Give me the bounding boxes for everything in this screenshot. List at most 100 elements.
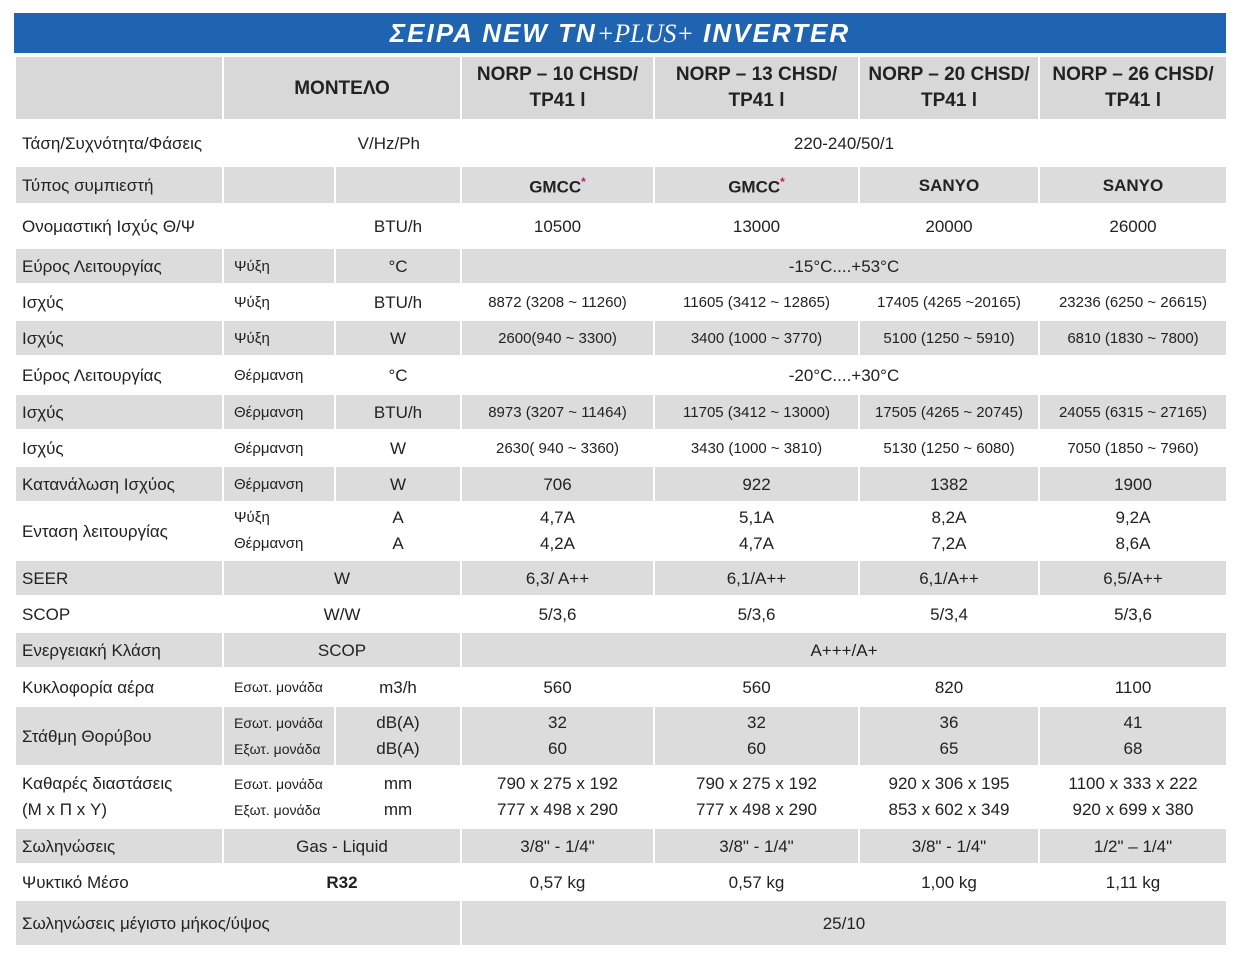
cell: 9,2A 8,6A	[1038, 501, 1228, 561]
cell: 3/8" - 1/4"	[653, 827, 860, 865]
row-piping: Σωληνώσεις Gas - Liquid 3/8" - 1/4" 3/8"…	[14, 827, 1228, 865]
cell: 5/3,6	[653, 595, 860, 633]
row-label: Κατανάλωση Ισχύος	[14, 465, 224, 503]
cell: 6810 (1830 ~ 7800)	[1038, 319, 1228, 357]
cell: 23236 (6250 ~ 26615)	[1038, 283, 1228, 321]
row-value: 25/10	[460, 899, 1228, 947]
row-unit: °C	[334, 247, 462, 285]
cell: 0,57 kg	[460, 863, 655, 901]
row-unit: R32	[222, 863, 462, 901]
cell: 1900	[1038, 465, 1228, 503]
spec-sheet: ΣΕΙΡΑ NEW TN+PLUS+ INVERTER ΜΟΝΤΕΛΟ NORP…	[14, 13, 1228, 947]
cell: 0,57 kg	[653, 863, 860, 901]
row-mode: Θέρμανση	[222, 355, 336, 395]
cell: 790 x 275 x 192 777 x 498 x 290	[460, 765, 655, 829]
row-power-heat-btu: Ισχύς Θέρμανση BTU/h 8973 (3207 ~ 11464)…	[14, 393, 1228, 431]
row-range-heat: Εύρος Λειτουργίας Θέρμανση °C -20°C....+…	[14, 355, 1228, 395]
row-seer: SEER W 6,3/ A++ 6,1/A++ 6,1/A++ 6,5/A++	[14, 559, 1228, 597]
row-nominal: Ονομαστική Ισχύς Θ/Ψ BTU/h 10500 13000 2…	[14, 203, 1228, 249]
row-label: Καθαρές διαστάσεις (Μ x Π x Υ)	[14, 765, 224, 829]
cell: 41 68	[1038, 705, 1228, 767]
row-value: -20°C....+30°C	[460, 355, 1228, 395]
row-mode: Ψύξη	[222, 247, 336, 285]
spec-table: ΜΟΝΤΕΛΟ NORP – 10 CHSD/TP41 l NORP – 13 …	[14, 53, 1228, 947]
row-energy-class: Ενεργειακή Κλάση SCOP A+++/A+	[14, 631, 1228, 669]
cell: SANYO	[858, 165, 1040, 205]
model-4: NORP – 26 CHSD/TP41 l	[1038, 53, 1228, 121]
cell: 17505 (4265 ~ 20745)	[858, 393, 1040, 431]
cell: 17405 (4265 ~20165)	[858, 283, 1040, 321]
row-unit: W	[334, 319, 462, 357]
row-label: Ονομαστική Ισχύς Θ/Ψ	[14, 203, 224, 249]
model-2: NORP – 13 CHSD/TP41 l	[653, 53, 860, 121]
cell: 1,11 kg	[1038, 863, 1228, 901]
row-mode: Εσωτ. μονάδα Εξωτ. μονάδα	[222, 705, 336, 767]
row-mode: Εσωτ. μονάδα	[222, 667, 336, 707]
row-mode: Θέρμανση	[222, 393, 336, 431]
cell: 1/2" – 1/4"	[1038, 827, 1228, 865]
cell: 790 x 275 x 192 777 x 498 x 290	[653, 765, 860, 829]
row-unit: BTU/h	[334, 283, 462, 321]
row-label: Τύπος συμπιεστή	[14, 165, 224, 205]
row-refrigerant: Ψυκτικό Μέσο R32 0,57 kg 0,57 kg 1,00 kg…	[14, 863, 1228, 901]
row-unit: V/Hz/Ph	[222, 119, 462, 167]
row-unit: m3/h	[334, 667, 462, 707]
row-mode: Θέρμανση	[222, 465, 336, 503]
cell: 11605 (3412 ~ 12865)	[653, 283, 860, 321]
cell: 26000	[1038, 203, 1228, 249]
row-mode: Ψύξη Θέρμανση	[222, 501, 336, 561]
cell: 6,1/A++	[653, 559, 860, 597]
row-label: SEER	[14, 559, 224, 597]
cell: 2630( 940 ~ 3360)	[460, 429, 655, 467]
cell: 8872 (3208 ~ 11260)	[460, 283, 655, 321]
cell: 36 65	[858, 705, 1040, 767]
cell: 922	[653, 465, 860, 503]
cell: 5/3,6	[1038, 595, 1228, 633]
row-consumption: Κατανάλωση Ισχύος Θέρμανση W 706 922 138…	[14, 465, 1228, 503]
model-label: ΜΟΝΤΕΛΟ	[222, 53, 462, 121]
cell: SANYO	[1038, 165, 1228, 205]
row-dimensions: Καθαρές διαστάσεις (Μ x Π x Υ) Εσωτ. μονά…	[14, 765, 1228, 829]
cell: GMCC*	[460, 165, 655, 205]
row-label: Τάση/Συχνότητα/Φάσεις	[14, 119, 224, 167]
cell: 1,00 kg	[858, 863, 1040, 901]
row-power-heat-w: Ισχύς Θέρμανση W 2630( 940 ~ 3360) 3430 …	[14, 429, 1228, 467]
cell: 1382	[858, 465, 1040, 503]
cell: 5,1A 4,7A	[653, 501, 860, 561]
row-mode: Ψύξη	[222, 283, 336, 321]
row-label: Κυκλοφορία αέρα	[14, 667, 224, 707]
row-unit: Gas - Liquid	[222, 827, 462, 865]
row-label: Ισχύς	[14, 283, 224, 321]
cell: 7050 (1850 ~ 7960)	[1038, 429, 1228, 467]
cell: 3430 (1000 ~ 3810)	[653, 429, 860, 467]
model-3: NORP – 20 CHSD/TP41 l	[858, 53, 1040, 121]
row-voltage: Τάση/Συχνότητα/Φάσεις V/Hz/Ph 220-240/50…	[14, 119, 1228, 167]
cell: 560	[460, 667, 655, 707]
row-pipe-length: Σωληνώσεις μέγιστο μήκος/ύψος 25/10	[14, 899, 1228, 947]
row-mode: Εσωτ. μονάδα Εξωτ. μονάδα	[222, 765, 336, 829]
row-label: Στάθμη Θορύβου	[14, 705, 224, 767]
cell: 706	[460, 465, 655, 503]
cell: 820	[858, 667, 1040, 707]
cell: 10500	[460, 203, 655, 249]
row-unit: W	[222, 559, 462, 597]
row-scop: SCOP W/W 5/3,6 5/3,6 5/3,4 5/3,6	[14, 595, 1228, 633]
cell: 8,2A 7,2A	[858, 501, 1040, 561]
row-compressor: Τύπος συμπιεστή GMCC* GMCC* SANYO SANYO	[14, 165, 1228, 205]
row-airflow: Κυκλοφορία αέρα Εσωτ. μονάδα m3/h 560 56…	[14, 667, 1228, 707]
model-1: NORP – 10 CHSD/TP41 l	[460, 53, 655, 121]
row-value: -15°C....+53°C	[460, 247, 1228, 285]
cell: 32 60	[653, 705, 860, 767]
row-unit: W	[334, 429, 462, 467]
row-unit: SCOP	[222, 631, 462, 669]
row-label: Ενταση λειτουργίας	[14, 501, 224, 561]
cell: 6,1/A++	[858, 559, 1040, 597]
row-unit: W	[334, 465, 462, 503]
row-unit: mm mm	[334, 765, 462, 829]
row-unit: BTU/h	[334, 203, 462, 249]
cell: 5/3,4	[858, 595, 1040, 633]
row-power-cool-btu: Ισχύς Ψύξη BTU/h 8872 (3208 ~ 11260) 116…	[14, 283, 1228, 321]
cell: 6,5/A++	[1038, 559, 1228, 597]
